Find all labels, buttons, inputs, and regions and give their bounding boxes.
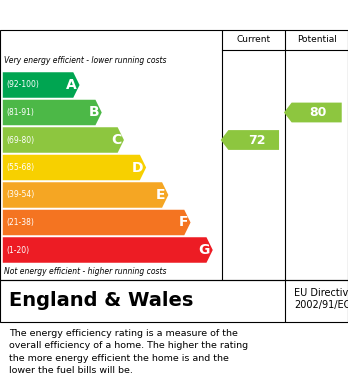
Text: Current: Current <box>237 36 271 45</box>
Text: D: D <box>132 160 143 174</box>
Text: (55-68): (55-68) <box>6 163 34 172</box>
Text: (81-91): (81-91) <box>6 108 34 117</box>
Text: The energy efficiency rating is a measure of the
overall efficiency of a home. T: The energy efficiency rating is a measur… <box>9 329 248 375</box>
Text: (21-38): (21-38) <box>6 218 34 227</box>
Polygon shape <box>221 130 279 150</box>
Text: G: G <box>199 243 210 257</box>
Text: B: B <box>88 106 99 120</box>
Text: Potential: Potential <box>297 36 337 45</box>
Text: A: A <box>66 78 77 92</box>
Text: 72: 72 <box>248 133 265 147</box>
Text: Energy Efficiency Rating: Energy Efficiency Rating <box>9 7 230 23</box>
Polygon shape <box>3 72 80 98</box>
Polygon shape <box>3 210 191 235</box>
Text: Not energy efficient - higher running costs: Not energy efficient - higher running co… <box>4 267 167 276</box>
Text: C: C <box>111 133 121 147</box>
Text: (69-80): (69-80) <box>6 136 34 145</box>
Text: (39-54): (39-54) <box>6 190 34 199</box>
Text: 80: 80 <box>310 106 327 119</box>
Polygon shape <box>3 100 102 125</box>
Polygon shape <box>3 127 124 153</box>
Polygon shape <box>3 182 168 208</box>
Text: EU Directive
2002/91/EC: EU Directive 2002/91/EC <box>294 288 348 310</box>
Text: E: E <box>156 188 166 202</box>
Polygon shape <box>284 102 342 122</box>
Text: (1-20): (1-20) <box>6 246 29 255</box>
Polygon shape <box>3 237 213 263</box>
Polygon shape <box>3 155 146 180</box>
Text: F: F <box>178 215 188 230</box>
Text: Very energy efficient - lower running costs: Very energy efficient - lower running co… <box>4 56 167 65</box>
Text: England & Wales: England & Wales <box>9 292 193 310</box>
Text: (92-100): (92-100) <box>6 81 39 90</box>
